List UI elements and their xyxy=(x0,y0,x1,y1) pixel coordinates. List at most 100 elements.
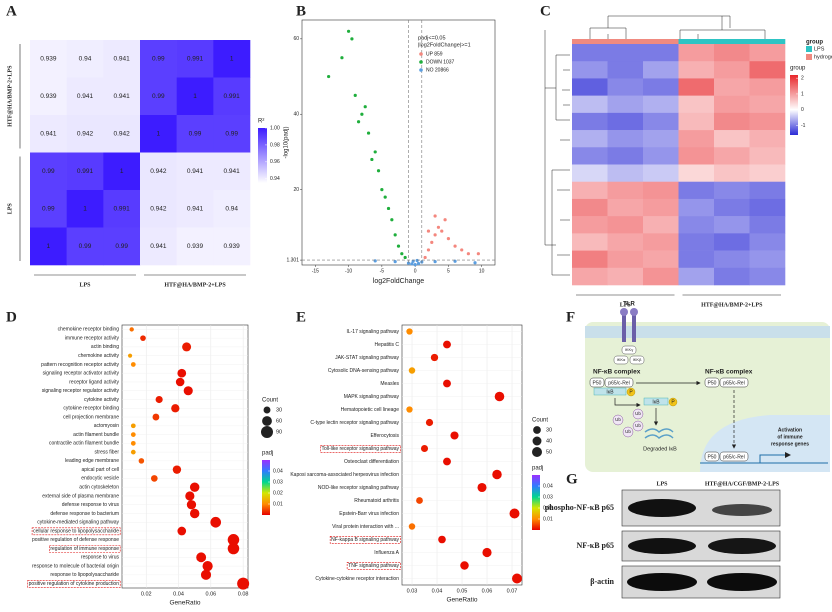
colorbar-label: 0.03 xyxy=(543,494,553,500)
dot xyxy=(127,353,133,358)
y-tick-label: 60 xyxy=(293,36,299,42)
point xyxy=(411,259,415,263)
column-label: HTF@HA/CGF/BMP-2-LPS xyxy=(705,481,780,487)
size-legend-marker xyxy=(532,447,542,457)
dot xyxy=(443,340,451,349)
cell-value: 0.991 xyxy=(114,205,131,212)
heatmap-cell xyxy=(749,181,786,200)
y-tick-label: NOD-like receptor signaling pathway xyxy=(318,485,400,491)
cell-value: 0.99 xyxy=(152,93,165,100)
cell-value: 0.941 xyxy=(114,93,131,100)
y-tick-label: external side of plasma membrane xyxy=(42,493,119,499)
heatmap-cell xyxy=(678,216,715,234)
point xyxy=(356,120,361,124)
heatmap-cell xyxy=(103,227,141,266)
colorbar-label: 0 xyxy=(801,107,804,113)
dot xyxy=(130,440,136,446)
colorbar xyxy=(262,460,270,515)
colorbar-label: 0.01 xyxy=(273,501,283,507)
heatmap-cell xyxy=(30,77,67,116)
heatmap-cell xyxy=(66,77,104,116)
node xyxy=(621,345,637,355)
panel-label: D xyxy=(6,309,17,325)
heatmap-cell xyxy=(714,216,750,234)
dot xyxy=(129,327,134,332)
heatmap-cell xyxy=(749,130,786,148)
heatmap-cell xyxy=(714,112,750,131)
heatmap-cell xyxy=(678,112,715,131)
y-tick-label: Influenza A xyxy=(374,550,399,556)
heatmap-cell xyxy=(213,115,251,153)
dot xyxy=(185,491,195,501)
y-tick-label: cytokine activity xyxy=(84,397,120,403)
cell-value: 0.942 xyxy=(114,130,131,137)
y-tick-label: positive regulation of defense response xyxy=(32,537,119,543)
cell-value: 0.991 xyxy=(77,168,94,175)
group-annotation xyxy=(678,39,715,44)
legend-marker xyxy=(419,60,423,64)
label: IκB xyxy=(606,389,614,395)
heatmap-cell xyxy=(66,152,104,191)
y-tick-label: actin filament bundle xyxy=(73,432,119,438)
cell-value: 0.941 xyxy=(187,168,204,175)
heatmap-cell xyxy=(213,77,251,116)
heatmap-cell xyxy=(572,78,608,96)
point xyxy=(373,259,377,263)
heatmap-cell xyxy=(176,40,214,78)
size-legend-label: 40 xyxy=(546,438,552,444)
y-tick-label: NF-kappa B signaling pathway xyxy=(331,537,399,543)
cell-value: 0.939 xyxy=(224,243,241,250)
heatmap-cell xyxy=(678,250,715,269)
group-annotation xyxy=(643,39,679,44)
size-legend-marker xyxy=(262,416,272,426)
heatmap-cell xyxy=(714,198,750,217)
group-label: HTF@HA/BMP-2+LPS xyxy=(164,282,226,288)
cell-value: 0.94 xyxy=(79,55,92,62)
heatmap-cell xyxy=(749,233,786,251)
heatmap-cell xyxy=(607,164,644,183)
cell-value: 0.941 xyxy=(77,93,94,100)
x-tick-label: 0.03 xyxy=(407,588,418,594)
y-tick-label: response to virus xyxy=(81,555,120,561)
size-legend-label: 90 xyxy=(276,429,282,435)
heatmap-cell xyxy=(572,112,608,131)
group-annotation xyxy=(572,39,608,44)
cell-value: 0.991 xyxy=(187,55,204,62)
row-label: phospho-NF-κB p65 xyxy=(545,503,614,512)
size-legend-label: 60 xyxy=(276,418,282,424)
dot xyxy=(175,377,185,387)
point xyxy=(396,244,401,248)
heatmap-cell xyxy=(643,233,679,251)
colorbar xyxy=(258,128,267,183)
point xyxy=(473,261,477,265)
colorbar-title: group xyxy=(790,66,806,72)
dot xyxy=(177,526,187,536)
heatmap-cell xyxy=(714,78,750,96)
heatmap-cell xyxy=(572,44,608,62)
point xyxy=(433,233,437,237)
heatmap-cell xyxy=(176,227,214,266)
label: Degraded IκB xyxy=(643,446,677,452)
heatmap-cell xyxy=(714,130,750,148)
y-tick-label: 1.301 xyxy=(286,257,299,263)
y-tick-label: pattern recognition receptor activity xyxy=(41,362,119,368)
heatmap-cell xyxy=(30,152,67,191)
panel-label: F xyxy=(566,309,575,325)
y-tick-label: leading edge membrane xyxy=(65,458,119,464)
label: NF-κB complex xyxy=(705,369,753,376)
x-tick-label: 0.06 xyxy=(205,591,216,597)
heatmap-cell xyxy=(572,130,608,148)
colorbar-title: padj xyxy=(262,451,273,457)
size-legend-label: 30 xyxy=(546,427,552,433)
y-tick-label: TNF signaling pathway xyxy=(348,563,399,569)
heatmap-cell xyxy=(213,152,251,191)
dot xyxy=(171,404,180,413)
heatmap-cell xyxy=(678,44,715,62)
cell-value: 0.99 xyxy=(79,243,92,250)
heatmap-cell xyxy=(607,61,644,79)
size-legend-marker xyxy=(263,406,271,414)
y-tick-label: Epstein-Barr virus infection xyxy=(339,511,399,517)
heatmap-cell xyxy=(103,115,141,153)
heatmap-cell xyxy=(66,190,104,228)
label: IκB xyxy=(652,399,660,405)
